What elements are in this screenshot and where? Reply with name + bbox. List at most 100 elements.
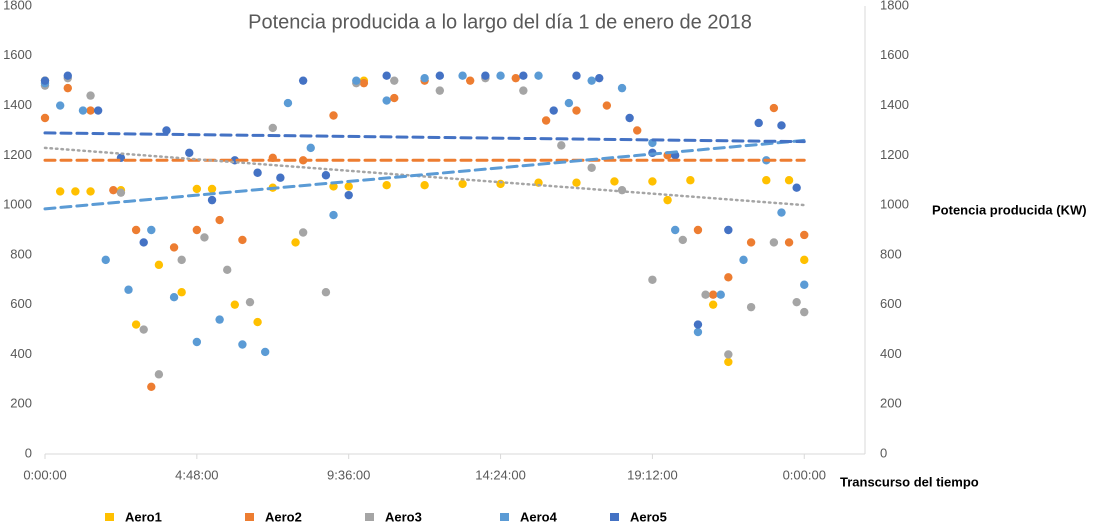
data-point — [792, 183, 801, 192]
data-point — [746, 238, 756, 247]
data-point — [777, 208, 786, 217]
data-point — [557, 141, 566, 150]
legend-marker — [105, 513, 114, 521]
x-tick-label: 0:00:00 — [783, 467, 826, 482]
data-point — [93, 106, 103, 115]
legend-label: Aero2 — [265, 509, 302, 524]
data-point — [784, 238, 794, 247]
data-point — [177, 255, 186, 265]
y2-tick-label: 1600 — [880, 47, 909, 62]
legend-label: Aero4 — [520, 509, 558, 524]
data-point — [215, 315, 224, 324]
data-point — [693, 225, 703, 235]
chart-title: Potencia producida a lo largo del día 1 … — [248, 11, 752, 33]
y2-tick-label: 1400 — [880, 97, 909, 112]
data-point — [238, 340, 247, 349]
data-point — [63, 83, 72, 93]
data-point — [139, 325, 148, 334]
data-point — [131, 225, 141, 235]
data-point — [352, 76, 361, 85]
data-point — [86, 106, 95, 115]
data-point — [359, 78, 369, 88]
legend-marker — [245, 513, 254, 521]
data-point — [458, 179, 467, 189]
data-point — [207, 184, 217, 194]
data-point — [769, 103, 779, 113]
data-point — [648, 177, 657, 186]
trend-line — [43, 146, 806, 207]
data-point — [71, 187, 80, 196]
data-point — [519, 71, 528, 80]
data-point — [625, 113, 634, 123]
data-point — [390, 93, 399, 103]
x-tick-label: 14:24:00 — [475, 467, 526, 482]
data-point — [344, 182, 353, 191]
data-point — [124, 285, 133, 294]
data-point — [769, 238, 779, 247]
x-tick-label: 19:12:00 — [627, 467, 678, 482]
x-tick-label: 9:36:00 — [327, 467, 370, 482]
data-point — [131, 320, 141, 329]
data-point — [617, 83, 627, 93]
data-point — [55, 187, 65, 196]
data-point — [800, 280, 809, 289]
data-point — [101, 255, 110, 265]
data-point — [746, 302, 756, 312]
data-point — [238, 235, 247, 245]
data-point — [276, 173, 285, 182]
data-point — [465, 76, 475, 85]
data-point — [382, 96, 391, 105]
y-tick-label: 800 — [10, 246, 32, 261]
data-point — [177, 288, 186, 297]
data-point — [154, 370, 164, 379]
data-point — [602, 101, 612, 110]
data-point — [268, 123, 277, 133]
y2-tick-label: 600 — [880, 296, 902, 311]
data-point — [382, 71, 391, 80]
data-point — [587, 76, 596, 85]
data-point — [481, 71, 490, 80]
y-tick-label: 1000 — [3, 197, 32, 212]
data-point — [169, 293, 179, 302]
data-point — [800, 307, 809, 317]
data-point — [678, 235, 687, 245]
legend-marker — [610, 513, 619, 521]
data-point — [762, 176, 771, 185]
data-point — [329, 111, 338, 120]
y-tick-label: 200 — [10, 396, 32, 411]
data-point — [633, 126, 642, 135]
y-tick-label: 1400 — [3, 97, 32, 112]
data-point — [587, 163, 596, 172]
data-point — [800, 255, 809, 265]
data-point — [223, 265, 232, 275]
data-point — [648, 275, 657, 284]
data-point — [298, 76, 308, 85]
data-point — [200, 233, 209, 242]
data-point — [458, 71, 467, 80]
legend-label: Aero3 — [385, 509, 422, 524]
data-point — [40, 76, 50, 85]
data-point — [792, 297, 801, 307]
data-point — [800, 230, 809, 240]
data-point — [496, 71, 505, 80]
data-point — [686, 176, 695, 185]
y2-tick-label: 200 — [880, 396, 902, 411]
data-point — [86, 187, 95, 196]
data-point — [435, 71, 445, 80]
data-point — [192, 184, 202, 194]
data-point — [754, 118, 763, 128]
legend-marker — [365, 513, 374, 521]
data-point — [55, 101, 65, 110]
data-point — [260, 347, 270, 357]
data-point — [192, 225, 202, 235]
data-point — [511, 73, 520, 83]
x-tick-label: 4:48:00 — [175, 467, 218, 482]
data-point — [564, 98, 574, 108]
data-point — [283, 98, 293, 108]
data-point — [701, 290, 710, 299]
y-tick-label: 0 — [25, 445, 32, 460]
data-point — [147, 382, 156, 391]
trend-line — [43, 138, 806, 211]
y2-tick-label: 800 — [880, 246, 902, 261]
